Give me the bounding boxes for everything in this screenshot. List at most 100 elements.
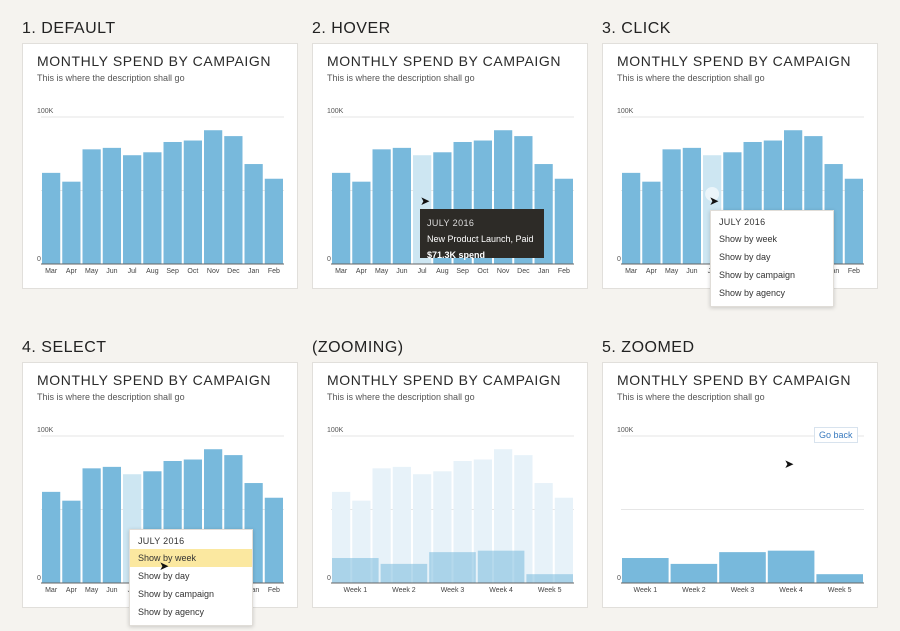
menu-item-show-by-agency[interactable]: Show by agency bbox=[719, 288, 786, 298]
y-tick-label-max: 100K bbox=[327, 108, 344, 115]
mouse-pointer-icon: ➤ bbox=[159, 559, 170, 573]
bar bbox=[526, 574, 573, 583]
x-tick-label: Aug bbox=[146, 268, 159, 275]
bar bbox=[62, 500, 81, 583]
x-tick-label: Jul bbox=[128, 268, 137, 275]
x-tick-label: Week 1 bbox=[633, 587, 657, 594]
chart-card-hover: MONTHLY SPEND BY CAMPAIGN This is where … bbox=[312, 43, 588, 289]
card-description: This is where the description shall go bbox=[327, 392, 475, 402]
x-tick-label: Feb bbox=[848, 268, 860, 275]
bar bbox=[816, 574, 863, 583]
bar-chart: 100K 0 Week 1 Week 2 Week 3 Week 4 Week 5 bbox=[617, 427, 864, 594]
x-tick-label: Sep bbox=[456, 268, 469, 275]
bar-chart: 100K 0 Week 1 Week 2 Week 3 Week 4 Week 5 bbox=[327, 427, 574, 594]
bar bbox=[392, 147, 411, 264]
card-title: MONTHLY SPEND BY CAMPAIGN bbox=[37, 53, 272, 69]
chart-card-zoomed: MONTHLY SPEND BY CAMPAIGN This is where … bbox=[602, 362, 878, 608]
bar bbox=[332, 558, 379, 583]
x-tick-label: Aug bbox=[436, 268, 449, 275]
section-title-click: 3. CLICK bbox=[602, 20, 671, 37]
bar bbox=[264, 178, 283, 264]
y-tick-label-min: 0 bbox=[617, 575, 621, 582]
y-tick-label-max: 100K bbox=[37, 108, 54, 115]
x-tick-label: Dec bbox=[517, 268, 530, 275]
bar bbox=[844, 178, 863, 264]
section-title-default: 1. DEFAULT bbox=[22, 20, 116, 37]
bar bbox=[183, 140, 202, 264]
bar bbox=[224, 136, 243, 264]
y-tick-label-min: 0 bbox=[327, 256, 331, 263]
menu-item-show-by-agency[interactable]: Show by agency bbox=[138, 607, 205, 617]
x-tick-label: Apr bbox=[66, 587, 78, 594]
x-tick-label: Jul bbox=[418, 268, 427, 275]
mouse-pointer-icon: ➤ bbox=[420, 194, 431, 208]
menu-item-show-by-week[interactable]: Show by week bbox=[719, 234, 778, 244]
x-tick-label: Week 3 bbox=[731, 587, 755, 594]
x-tick-label: Oct bbox=[477, 268, 488, 275]
card-title: MONTHLY SPEND BY CAMPAIGN bbox=[37, 372, 272, 388]
x-tick-label: Apr bbox=[66, 268, 78, 275]
x-tick-label: Apr bbox=[356, 268, 368, 275]
bar bbox=[670, 563, 718, 583]
card-description: This is where the description shall go bbox=[37, 392, 185, 402]
bar-chart: 100K 0 Mar Apr May Jun Jul Aug Sep Oct Nov Dec Jan Fe… bbox=[37, 108, 284, 275]
x-tick-label: May bbox=[665, 268, 679, 275]
section-title-hover: 2. HOVER bbox=[312, 20, 391, 37]
x-tick-label: May bbox=[85, 268, 99, 275]
context-menu: JULY 2016 Show by week Show by day Show … bbox=[710, 210, 834, 307]
x-tick-label: Week 4 bbox=[489, 587, 513, 594]
section-title-select: 4. SELECT bbox=[22, 339, 107, 356]
x-tick-label: Week 3 bbox=[441, 587, 465, 594]
y-tick-label-max: 100K bbox=[37, 427, 54, 434]
chart-card-select: MONTHLY SPEND BY CAMPAIGN This is where … bbox=[22, 362, 298, 626]
x-tick-label: Sep bbox=[166, 268, 179, 275]
chart-card-click: MONTHLY SPEND BY CAMPAIGN This is where … bbox=[602, 43, 878, 307]
x-tick-label: Jun bbox=[106, 268, 117, 275]
menu-item-show-by-day[interactable]: Show by day bbox=[138, 571, 190, 581]
card-title: MONTHLY SPEND BY CAMPAIGN bbox=[327, 372, 562, 388]
card-title: MONTHLY SPEND BY CAMPAIGN bbox=[617, 372, 852, 388]
bar bbox=[642, 181, 661, 264]
go-back-button[interactable]: Go back bbox=[814, 427, 858, 443]
x-tick-label: Apr bbox=[646, 268, 658, 275]
x-tick-label: Week 1 bbox=[343, 587, 367, 594]
x-tick-label: Nov bbox=[497, 268, 510, 275]
bar bbox=[352, 181, 371, 264]
bar bbox=[332, 172, 351, 264]
menu-header: JULY 2016 bbox=[719, 217, 766, 227]
menu-item-show-by-campaign[interactable]: Show by campaign bbox=[138, 589, 215, 599]
x-tick-label: Mar bbox=[625, 268, 638, 275]
mouse-pointer-icon: ➤ bbox=[784, 457, 795, 471]
x-tick-label: Week 2 bbox=[682, 587, 706, 594]
section-title-zooming: (ZOOMING) bbox=[312, 339, 404, 356]
tooltip-date: JULY 2016 bbox=[427, 218, 475, 228]
y-tick-label-max: 100K bbox=[327, 427, 344, 434]
bar bbox=[163, 141, 182, 264]
x-tick-label: Mar bbox=[335, 268, 348, 275]
click-indicator bbox=[705, 187, 720, 201]
x-tick-label: Week 5 bbox=[538, 587, 562, 594]
menu-item-show-by-week[interactable]: Show by week bbox=[130, 549, 252, 567]
tooltip-campaign: New Product Launch, Paid bbox=[427, 234, 534, 244]
background-bar bbox=[372, 468, 391, 583]
x-tick-label: Jan bbox=[248, 268, 259, 275]
x-tick-label: Oct bbox=[187, 268, 198, 275]
y-tick-label-max: 100K bbox=[617, 427, 634, 434]
x-tick-label: Feb bbox=[268, 268, 280, 275]
x-tick-label: Jan bbox=[538, 268, 549, 275]
card-description: This is where the description shall go bbox=[327, 73, 475, 83]
x-tick-label: Dec bbox=[227, 268, 240, 275]
bar bbox=[42, 491, 61, 583]
y-tick-label-min: 0 bbox=[37, 256, 41, 263]
y-tick-label-min: 0 bbox=[37, 575, 41, 582]
bar bbox=[82, 468, 101, 583]
background-bar bbox=[392, 466, 411, 583]
bar bbox=[264, 497, 283, 583]
x-tick-label: Mar bbox=[45, 587, 58, 594]
x-tick-label: May bbox=[375, 268, 389, 275]
x-tick-label: Week 4 bbox=[779, 587, 803, 594]
menu-item-show-by-campaign[interactable]: Show by campaign bbox=[719, 270, 796, 280]
menu-item-show-by-day[interactable]: Show by day bbox=[719, 252, 771, 262]
x-tick-label: Nov bbox=[207, 268, 220, 275]
section-title-zoomed: 5. ZOOMED bbox=[602, 339, 695, 356]
